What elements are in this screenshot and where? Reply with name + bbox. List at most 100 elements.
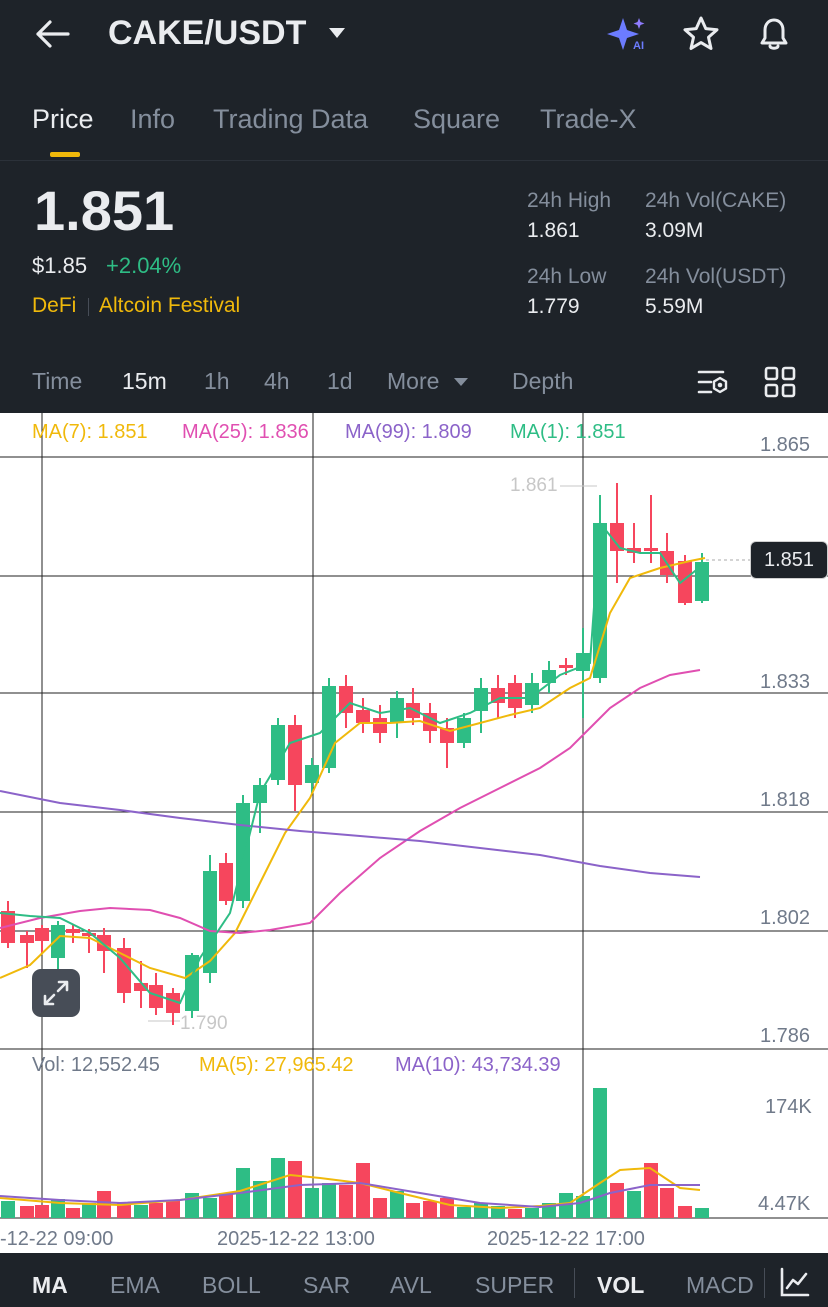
ma25-line <box>0 669 701 935</box>
tag-altcoin-festival[interactable]: Altcoin Festival <box>99 294 241 317</box>
star-icon[interactable] <box>682 15 720 53</box>
expand-button[interactable] <box>32 969 80 1017</box>
volume-bar <box>166 1201 180 1218</box>
vol-legend-ma10: MA(10): 43,734.39 <box>395 1054 561 1076</box>
indicator-vol[interactable]: VOL <box>597 1272 645 1298</box>
legend-ma7: MA(7): 1.851 <box>32 421 148 443</box>
tab-info[interactable]: Info <box>130 104 176 134</box>
volume-bar <box>423 1201 437 1218</box>
candle-down <box>644 548 658 551</box>
volume-bar <box>288 1161 302 1218</box>
candle-up <box>542 670 556 683</box>
volume-bar <box>219 1193 233 1218</box>
ma99-line <box>0 790 701 878</box>
volume-bar <box>644 1163 658 1218</box>
volume-bar <box>203 1198 217 1218</box>
price-tick: 1.818 <box>760 789 811 811</box>
tab-bar: Price Info Trading Data Square Trade-X <box>0 90 828 161</box>
ma7-line <box>0 557 706 980</box>
volume-bar <box>66 1208 80 1218</box>
time-label: 2025-12-22 17:00 <box>487 1228 645 1250</box>
more-caret-icon[interactable] <box>453 377 469 387</box>
tag-defi[interactable]: DeFi <box>32 294 77 317</box>
vol-base-label: 24h Vol(CAKE) <box>645 189 787 212</box>
candle-up <box>203 871 217 973</box>
candle-up <box>457 718 471 743</box>
candle-down <box>678 561 692 603</box>
volume-bar <box>695 1208 709 1218</box>
volume-bar <box>20 1206 34 1218</box>
volume-bar <box>610 1183 624 1218</box>
candle-down <box>219 863 233 901</box>
volume-bar <box>305 1188 319 1218</box>
price-tick: 1.833 <box>760 671 811 693</box>
indicator-macd[interactable]: MACD <box>686 1272 754 1298</box>
candle-down <box>339 686 353 713</box>
tf-depth[interactable]: Depth <box>512 368 574 394</box>
usd-price: $1.85 <box>32 253 88 278</box>
volume-bar <box>322 1183 336 1218</box>
volume-bar <box>373 1198 387 1218</box>
candle-down <box>491 688 505 703</box>
tab-square[interactable]: Square <box>413 104 501 134</box>
top-bar: CAKE/USDT AI <box>0 0 828 70</box>
price-tick: 1.865 <box>760 434 811 456</box>
tf-4h[interactable]: 4h <box>264 368 290 394</box>
ai-sparkle-icon[interactable]: AI <box>605 16 649 52</box>
volume-bar <box>491 1206 505 1218</box>
tf-1d[interactable]: 1d <box>327 368 353 394</box>
low-label: 24h Low <box>527 265 607 288</box>
vol-quote-value: 5.59M <box>645 295 704 318</box>
indicator-boll[interactable]: BOLL <box>202 1272 261 1298</box>
candle-up <box>51 925 65 958</box>
candle-down <box>134 983 148 991</box>
volume-bar <box>356 1163 370 1218</box>
tf-more[interactable]: More <box>387 368 440 394</box>
indicator-bar <box>0 1253 828 1307</box>
ma1-line <box>0 520 706 1005</box>
volume-bar <box>559 1193 573 1218</box>
candle-down <box>66 929 80 933</box>
indicator-chart-icon[interactable] <box>779 1266 811 1298</box>
candle-down <box>35 928 49 941</box>
price-change: +2.04% <box>106 253 182 278</box>
tf-time[interactable]: Time <box>32 368 83 394</box>
candle-down <box>559 665 573 668</box>
tab-trade-x[interactable]: Trade-X <box>540 104 637 134</box>
legend-ma25: MA(25): 1.836 <box>182 421 309 443</box>
low-marker: 1.790 <box>180 1013 228 1034</box>
candle-up <box>271 725 285 780</box>
layout-grid-icon[interactable] <box>764 366 796 398</box>
chart-area[interactable]: MA(7): 1.851 MA(25): 1.836 MA(99): 1.809… <box>0 413 828 1253</box>
indicator-sar[interactable]: SAR <box>303 1272 351 1298</box>
candle-down <box>20 935 34 943</box>
volume-bar <box>525 1208 539 1218</box>
volume-bar <box>678 1206 692 1218</box>
indicator-avl[interactable]: AVL <box>390 1272 432 1298</box>
vol-tick: 4.47K <box>758 1193 811 1215</box>
volume-bar <box>1 1201 15 1218</box>
chart-settings-icon[interactable] <box>697 367 731 397</box>
tab-price[interactable]: Price <box>32 104 94 134</box>
price-tick: 1.802 <box>760 907 811 929</box>
indicator-super[interactable]: SUPER <box>475 1272 555 1298</box>
tf-1h[interactable]: 1h <box>204 368 230 394</box>
tf-15m[interactable]: 15m <box>122 368 167 394</box>
volume-bar <box>660 1188 674 1218</box>
pair-title[interactable]: CAKE/USDT <box>108 14 307 52</box>
vol-ma10-line <box>0 1181 700 1209</box>
volume-bar <box>149 1203 163 1218</box>
bell-icon[interactable] <box>754 13 794 53</box>
back-arrow-icon[interactable] <box>34 18 70 50</box>
volume-bar <box>82 1203 96 1218</box>
caret-down-icon[interactable] <box>328 27 346 39</box>
tab-trading-data[interactable]: Trading Data <box>213 104 369 134</box>
vol-legend: Vol: 12,552.45 <box>32 1054 160 1076</box>
high-marker: 1.861 <box>510 475 558 496</box>
indicator-ma[interactable]: MA <box>32 1272 68 1298</box>
candlestick-chart[interactable] <box>0 413 828 1253</box>
indicator-ema[interactable]: EMA <box>110 1272 160 1298</box>
last-price: 1.851 <box>34 179 175 242</box>
indicator-divider <box>764 1268 765 1298</box>
current-price-badge: 1.851 <box>750 541 828 579</box>
